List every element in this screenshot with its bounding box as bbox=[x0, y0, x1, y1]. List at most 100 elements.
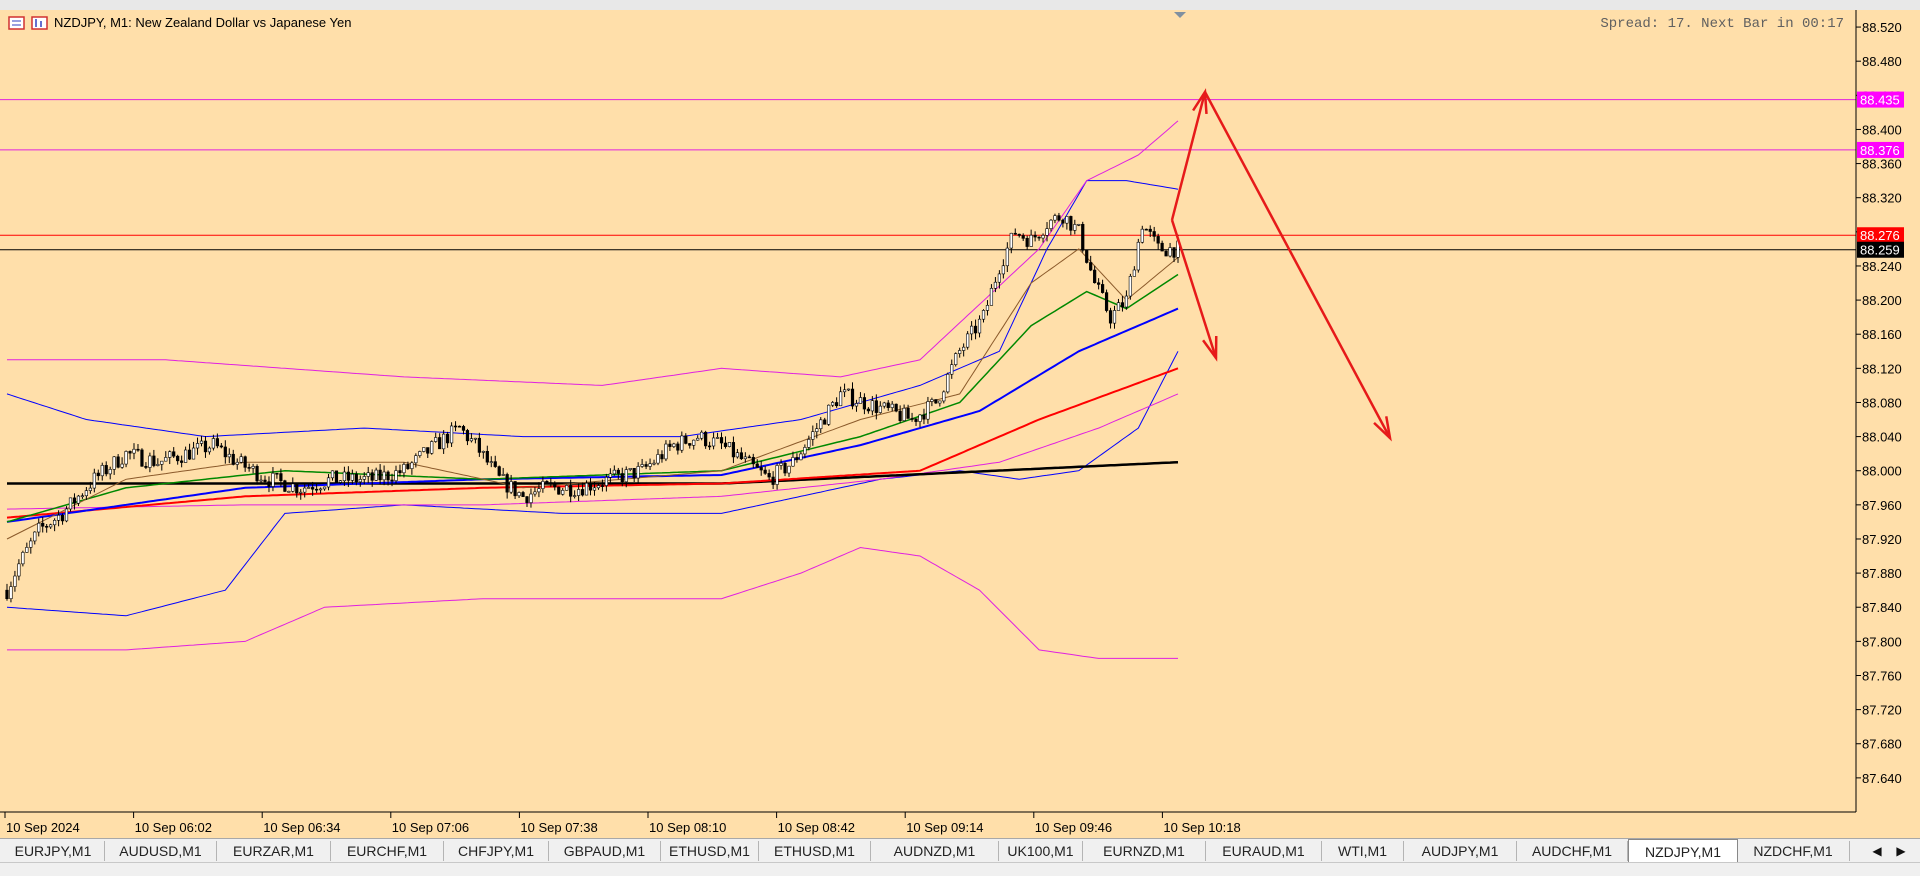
tab-eurnzd-m1[interactable]: EURNZD,M1 bbox=[1083, 841, 1206, 861]
candle-body bbox=[219, 445, 223, 448]
indicators-icon[interactable] bbox=[31, 16, 48, 30]
candle-body bbox=[473, 437, 477, 440]
candle-body bbox=[195, 443, 200, 449]
moving-average-line bbox=[6, 307, 1179, 523]
candle-body bbox=[545, 481, 549, 483]
candle-body bbox=[203, 440, 208, 453]
candle-body bbox=[823, 419, 827, 425]
candle-body bbox=[795, 457, 799, 461]
candle-body bbox=[338, 480, 343, 483]
candle-body bbox=[25, 547, 29, 553]
tab-wti-m1[interactable]: WTI,M1 bbox=[1322, 841, 1404, 861]
candle-body bbox=[410, 462, 414, 469]
candle-body bbox=[1041, 235, 1045, 239]
candle-body bbox=[358, 479, 362, 483]
candle-body bbox=[692, 439, 696, 446]
candle-body bbox=[80, 495, 85, 498]
candle-body bbox=[612, 469, 616, 475]
candle-body bbox=[199, 440, 204, 444]
candle-body bbox=[577, 489, 581, 496]
candle-body bbox=[307, 487, 311, 489]
candle-body bbox=[886, 402, 890, 408]
spread-info: Spread: 17. Next Bar in 00:17 bbox=[1600, 16, 1844, 32]
candle-body bbox=[688, 443, 692, 446]
tab-euraud-m1[interactable]: EURAUD,M1 bbox=[1206, 841, 1322, 861]
y-tick-label: 87.680 bbox=[1862, 737, 1902, 752]
candle-body bbox=[640, 464, 644, 467]
tabs-scroll-right-icon[interactable]: ▶ bbox=[1896, 844, 1906, 858]
candle-body bbox=[259, 479, 263, 482]
y-tick-label: 87.960 bbox=[1862, 498, 1902, 513]
candle-body bbox=[644, 464, 648, 467]
candle-body bbox=[846, 388, 851, 391]
candle-body bbox=[283, 480, 287, 492]
candle-body bbox=[1128, 276, 1132, 297]
candle-body bbox=[1108, 310, 1113, 324]
candle-body bbox=[1104, 292, 1109, 311]
chart-properties-icon[interactable] bbox=[8, 16, 25, 30]
candle-body bbox=[1160, 242, 1164, 252]
candle-body bbox=[346, 471, 350, 481]
price-axis: 88.52088.48088.44088.40088.36088.32088.2… bbox=[1856, 20, 1902, 786]
candle-body bbox=[434, 437, 438, 442]
candle-body bbox=[767, 473, 771, 478]
tab-audchf-m1[interactable]: AUDCHF,M1 bbox=[1517, 841, 1628, 861]
candle-body bbox=[906, 407, 910, 419]
candle-body bbox=[1005, 247, 1009, 267]
y-tick-label: 88.000 bbox=[1862, 464, 1902, 479]
candle-body bbox=[565, 485, 569, 491]
candle-body bbox=[954, 353, 958, 365]
candle-body bbox=[1025, 238, 1029, 247]
candle-body bbox=[382, 471, 386, 481]
candle-body bbox=[211, 438, 216, 449]
candle-body bbox=[727, 442, 732, 447]
candle-body bbox=[438, 437, 442, 450]
candle-body bbox=[608, 473, 612, 478]
tab-ethusd-m1[interactable]: ETHUSD,M1 bbox=[661, 841, 759, 861]
candle-body bbox=[704, 431, 708, 447]
candle-body bbox=[850, 388, 855, 407]
candle-body bbox=[1029, 234, 1033, 247]
drawn-arrows[interactable] bbox=[1170, 88, 1392, 442]
tab-nzdchf-m1[interactable]: NZDCHF,M1 bbox=[1737, 841, 1850, 861]
candle-body bbox=[557, 486, 561, 495]
candle-body bbox=[374, 469, 378, 481]
candle-body bbox=[580, 489, 585, 496]
candle-body bbox=[398, 470, 402, 474]
tabs-scroll-left-icon[interactable]: ◀ bbox=[1872, 844, 1882, 858]
arrowhead bbox=[1202, 335, 1218, 362]
tab-ethusd-m1[interactable]: ETHUSD,M1 bbox=[759, 841, 871, 861]
tab-nzdjpy-m1[interactable]: NZDJPY,M1 bbox=[1628, 839, 1738, 863]
y-tick-label: 88.240 bbox=[1862, 259, 1902, 274]
candle-body bbox=[636, 466, 640, 479]
y-tick-label: 87.840 bbox=[1862, 600, 1902, 615]
chart-area[interactable]: 88.52088.48088.44088.40088.36088.32088.2… bbox=[0, 10, 1920, 838]
x-tick-label: 10 Sep 10:18 bbox=[1163, 820, 1240, 835]
candle-body bbox=[1136, 241, 1140, 271]
tab-eurjpy-m1[interactable]: EURJPY,M1 bbox=[2, 841, 105, 861]
candle-body bbox=[469, 438, 474, 442]
tab-uk100-m1[interactable]: UK100,M1 bbox=[999, 841, 1083, 861]
candle-body bbox=[136, 448, 140, 451]
chart-shift-marker-icon[interactable] bbox=[1174, 12, 1186, 18]
candle-body bbox=[378, 469, 382, 481]
tab-audjpy-m1[interactable]: AUDJPY,M1 bbox=[1404, 841, 1517, 861]
candle-body bbox=[326, 477, 331, 488]
tab-chfjpy-m1[interactable]: CHFJPY,M1 bbox=[444, 841, 549, 861]
candle-body bbox=[267, 481, 271, 487]
price-tag-label: 88.376 bbox=[1860, 143, 1900, 158]
x-tick-label: 10 Sep 07:38 bbox=[520, 820, 597, 835]
tab-eurchf-m1[interactable]: EURCHF,M1 bbox=[331, 841, 444, 861]
candle-body bbox=[231, 453, 235, 465]
tab-audnzd-m1[interactable]: AUDNZD,M1 bbox=[871, 841, 999, 861]
candle-body bbox=[366, 472, 370, 477]
chart-background bbox=[0, 10, 1920, 838]
tab-audusd-m1[interactable]: AUDUSD,M1 bbox=[105, 841, 217, 861]
candle-body bbox=[172, 451, 176, 457]
candle-body bbox=[914, 418, 918, 422]
x-tick-label: 10 Sep 09:14 bbox=[906, 820, 983, 835]
candle-body bbox=[1097, 282, 1101, 285]
tab-gbpaud-m1[interactable]: GBPAUD,M1 bbox=[549, 841, 661, 861]
tab-eurzar-m1[interactable]: EURZAR,M1 bbox=[217, 841, 331, 861]
candle-body bbox=[303, 487, 307, 493]
